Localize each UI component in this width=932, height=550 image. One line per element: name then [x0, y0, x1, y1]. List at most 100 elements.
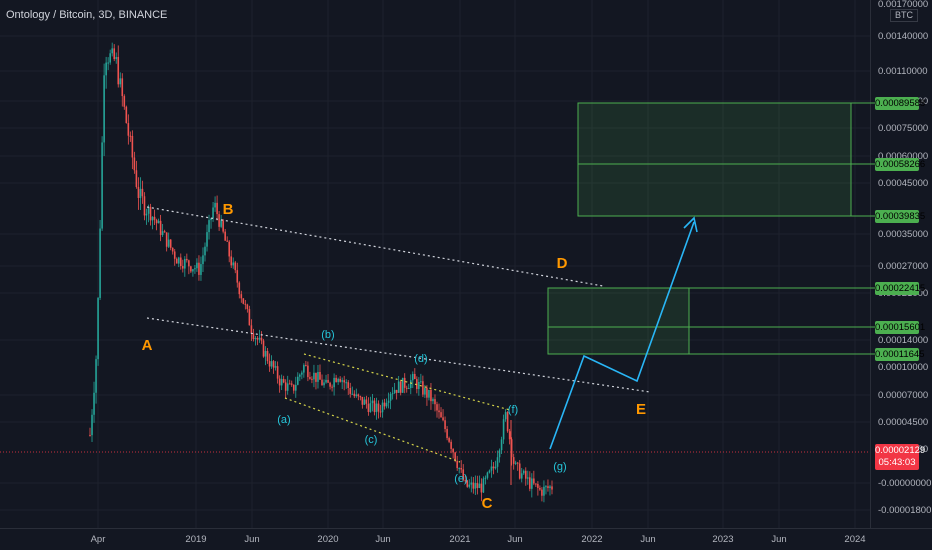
candle-body	[101, 142, 103, 229]
candle-body	[202, 255, 204, 265]
upper-target-zone[interactable]	[577, 102, 875, 217]
price-tag-zone1-high: 0.00089588	[875, 97, 926, 110]
candle-body	[147, 206, 150, 214]
candle-body	[510, 439, 513, 458]
price-tick: 0.00035000	[878, 229, 928, 240]
candle-body	[506, 412, 509, 432]
candle-body	[206, 232, 208, 247]
candle-body	[131, 135, 134, 158]
candle-body	[522, 470, 525, 474]
candle-body	[387, 400, 390, 403]
candle-body	[182, 266, 184, 269]
candle-body	[123, 96, 126, 107]
candle-body	[117, 57, 120, 85]
subwave-label-a[interactable]: (a)	[277, 414, 290, 426]
lower-target-zone[interactable]	[547, 287, 875, 355]
candle-body	[416, 379, 418, 389]
candle-body	[93, 392, 95, 415]
candle-body	[482, 478, 485, 493]
candle-body	[175, 258, 178, 264]
candle-body	[282, 379, 285, 383]
candle-body	[220, 220, 222, 227]
candle-body	[533, 478, 535, 484]
candle-body	[230, 256, 233, 266]
candle-body	[363, 399, 366, 405]
candle-body	[508, 431, 511, 440]
candle-body	[411, 373, 414, 381]
candle-body	[476, 483, 479, 489]
wave-label-b[interactable]: B	[223, 201, 234, 218]
candle-body	[407, 388, 410, 390]
candlestick-series[interactable]	[89, 42, 553, 503]
candle-body	[440, 412, 442, 418]
price-tick: 0.00060000	[878, 151, 928, 162]
candle-body	[133, 157, 136, 171]
triangle-channel[interactable]	[146, 206, 651, 463]
candle-body	[520, 473, 523, 479]
projected-path[interactable]	[549, 216, 698, 450]
wave-label-c[interactable]: C	[482, 495, 493, 512]
candle-body	[409, 380, 412, 389]
candle-body	[155, 219, 158, 224]
candle-body	[305, 365, 307, 367]
price-tag-zone2-low: 0.00011645	[875, 348, 925, 361]
price-tag-zone1-mid: 0.00058266	[875, 158, 926, 171]
candle-body	[323, 382, 325, 386]
time-tick: Jun	[507, 534, 522, 545]
subwave-label-c[interactable]: (c)	[365, 434, 378, 446]
candle-body	[157, 220, 160, 224]
candle-body	[161, 231, 164, 235]
candle-body	[353, 393, 356, 397]
price-tick: 0.00110000	[878, 66, 928, 77]
candle-body	[192, 269, 194, 272]
candle-body	[270, 361, 273, 367]
subwave-label-d[interactable]: (d)	[414, 353, 427, 365]
wave-label-d[interactable]: D	[557, 255, 568, 272]
candle-body	[244, 303, 247, 305]
time-tick: 2022	[581, 534, 602, 545]
current-price-tag: 0.00002129 05:43:03	[875, 444, 926, 470]
candle-body	[448, 438, 450, 442]
subwave-label-e[interactable]: (e)	[454, 473, 467, 485]
candle-body	[480, 483, 483, 493]
candle-body	[256, 337, 259, 340]
candle-body	[367, 403, 370, 412]
subwave-label-f[interactable]: (f)	[508, 404, 518, 416]
candle-body	[383, 402, 386, 407]
wave-label-e[interactable]: E	[636, 401, 646, 418]
wave-label-a[interactable]: A	[142, 337, 153, 354]
candle-body	[91, 414, 93, 436]
candle-body	[436, 404, 438, 411]
candle-body	[551, 486, 553, 490]
candle-body	[450, 441, 452, 449]
candle-body	[496, 457, 499, 467]
subwave-label-b[interactable]: (b)	[321, 329, 334, 341]
candle-body	[414, 373, 416, 380]
candle-body	[266, 351, 269, 362]
candle-body	[188, 260, 190, 267]
candle-body	[236, 270, 239, 283]
candle-body	[428, 389, 430, 398]
current-price-value: 0.00002129	[875, 445, 926, 456]
candle-body	[472, 482, 475, 489]
candle-body	[204, 246, 206, 256]
price-tick: 0.00004500	[878, 417, 928, 428]
price-tick: 0.00140000	[878, 31, 928, 42]
time-tick: Jun	[375, 534, 390, 545]
time-tick: 2024	[844, 534, 865, 545]
candle-body	[341, 380, 343, 382]
candle-body	[535, 483, 537, 485]
price-tick: 0.00075000	[878, 123, 928, 134]
candle-body	[113, 48, 116, 60]
candle-body	[389, 393, 392, 401]
candle-body	[171, 247, 174, 252]
time-tick: Jun	[771, 534, 786, 545]
candle-body	[327, 379, 329, 383]
price-tick: 0.00010000	[878, 362, 928, 373]
candle-body	[547, 486, 549, 489]
subwave-label-g[interactable]: (g)	[553, 461, 566, 473]
candle-body	[258, 337, 261, 340]
candle-body	[424, 387, 426, 395]
currency-unit-label[interactable]: BTC	[890, 9, 918, 22]
